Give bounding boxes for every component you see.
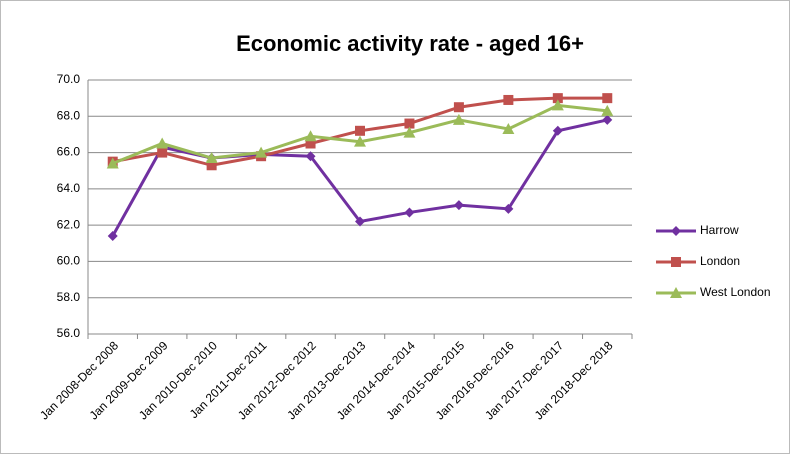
y-tick-label: 68.0 [57, 108, 81, 122]
y-tick-label: 70.0 [57, 72, 81, 86]
chart-title: Economic activity rate - aged 16+ [236, 31, 584, 56]
legend-label: London [700, 254, 740, 268]
marker [404, 207, 415, 218]
y-tick-label: 62.0 [57, 217, 81, 231]
marker [304, 130, 317, 142]
marker [503, 203, 514, 214]
marker [107, 231, 118, 242]
marker [503, 94, 514, 105]
marker [552, 93, 563, 104]
marker [671, 226, 681, 236]
marker [453, 200, 464, 211]
marker [106, 157, 119, 169]
marker [355, 125, 365, 136]
marker [602, 114, 613, 125]
marker [255, 146, 268, 158]
marker [157, 147, 168, 158]
marker [205, 152, 218, 164]
marker [404, 118, 415, 129]
marker [305, 151, 316, 162]
marker [602, 93, 613, 104]
marker [206, 160, 217, 171]
legend-label: Harrow [700, 223, 739, 237]
marker [156, 137, 169, 149]
marker [453, 102, 464, 113]
marker [502, 122, 515, 134]
y-tick-label: 56.0 [57, 326, 81, 340]
marker [355, 216, 365, 227]
y-tick-label: 64.0 [57, 181, 81, 195]
legend-label: West London [700, 285, 771, 299]
marker [671, 257, 681, 267]
marker [452, 113, 465, 125]
marker [305, 138, 316, 149]
marker [552, 125, 563, 136]
y-tick-label: 66.0 [57, 145, 81, 159]
marker [601, 104, 614, 116]
marker [670, 287, 682, 298]
y-tick-label: 60.0 [57, 254, 81, 268]
marker [354, 135, 366, 147]
marker [551, 99, 564, 111]
y-tick-label: 58.0 [57, 290, 81, 304]
marker [403, 126, 416, 138]
